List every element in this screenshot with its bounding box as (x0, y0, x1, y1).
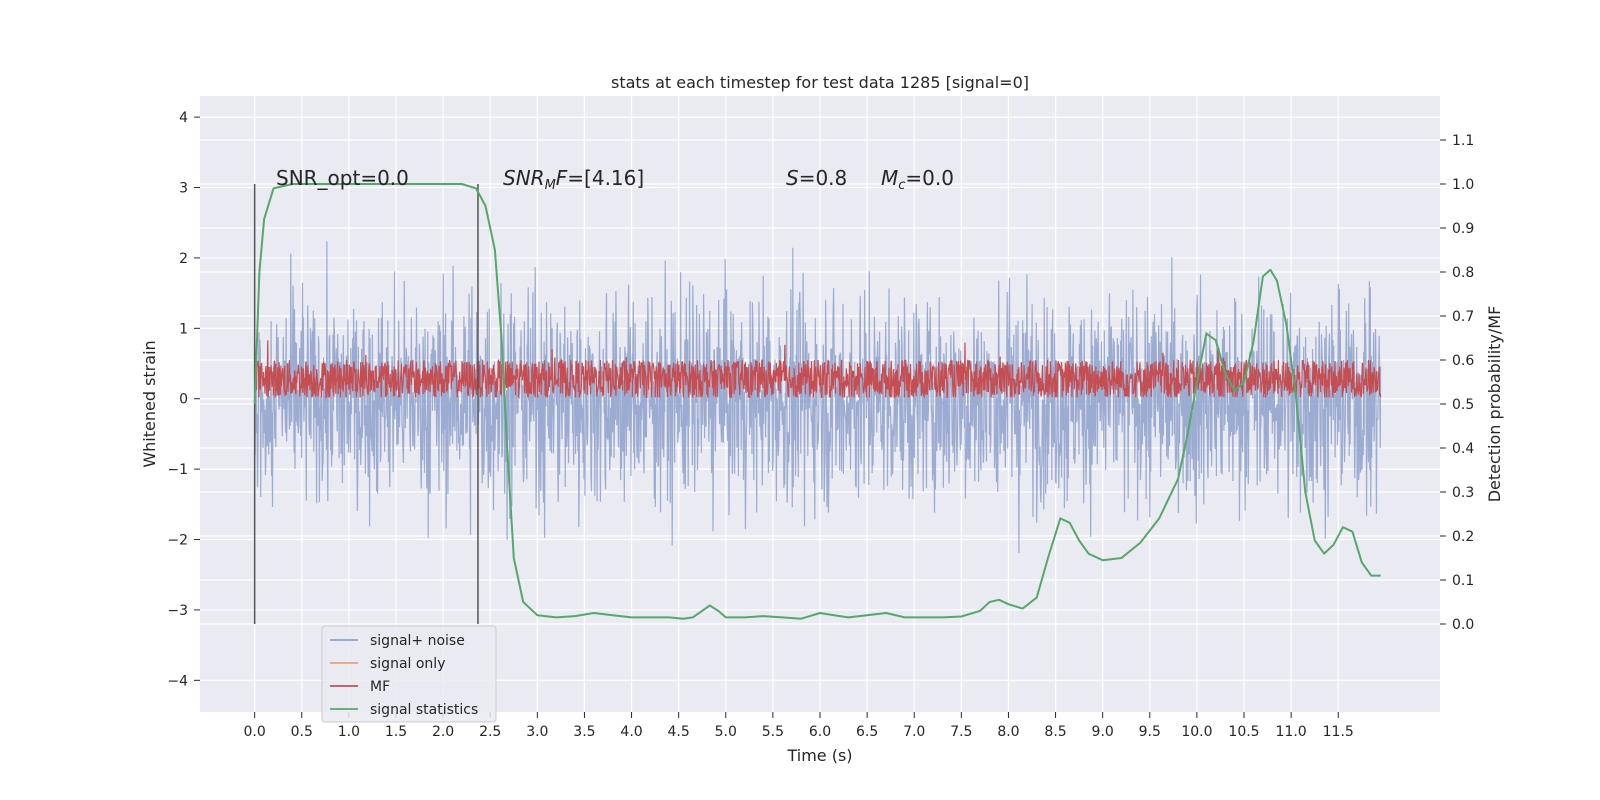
y2-tick-label: 0.9 (1452, 221, 1474, 237)
x-tick-label: 5.5 (762, 724, 784, 740)
annotation-mc: Mc=0.0 (881, 166, 954, 193)
y2-axis-ticks: 1.1 1.0 0.9 0.8 0.7 0.6 0.5 0.4 0.3 0.2 0.1 0.0 (1440, 133, 1474, 633)
x-tick-label: 5.0 (715, 724, 737, 740)
x-tick-label: 4.5 (668, 724, 690, 740)
annotation-snr-mf-sub: M (545, 178, 556, 193)
y-tick-label: −1 (167, 462, 188, 478)
y2-tick-label: 0.6 (1452, 353, 1474, 369)
x-tick-label: 10.0 (1181, 724, 1212, 740)
x-tick-label: 3.0 (526, 724, 548, 740)
y2-tick-label: 0.7 (1452, 309, 1474, 325)
y2-tick-label: 0.5 (1452, 397, 1474, 413)
legend-box (321, 625, 497, 723)
x-axis-ticks: 0.0 0.5 1.0 1.5 2.0 2.5 3.0 3.5 4.0 4.5 5.0 5.5 6.0 6… (244, 712, 1354, 740)
y-tick-label: 3 (179, 181, 188, 197)
x-tick-label: 1.5 (385, 724, 407, 740)
x-tick-label: 0.5 (291, 724, 313, 740)
y-axis-label: Whitened strain (140, 340, 159, 467)
y2-axis-label: Detection probability/MF (1485, 306, 1504, 503)
series-signal-statistics (253, 183, 1381, 620)
legend: signal+ noise signal only MF signal stat… (321, 625, 497, 723)
annotation-mc-value: =0.0 (905, 166, 954, 190)
legend-label-mf: MF (370, 679, 390, 695)
x-tick-label: 6.5 (856, 724, 878, 740)
window-markers (253, 184, 479, 624)
x-tick-label: 0.0 (244, 724, 266, 740)
series-signal-statistics-line (253, 183, 1381, 620)
y2-tick-label: 1.0 (1452, 177, 1474, 193)
x-tick-label: 2.5 (479, 724, 501, 740)
x-tick-label: 4.0 (620, 724, 642, 740)
x-tick-label: 8.5 (1044, 724, 1066, 740)
y2-tick-label: 0.4 (1452, 441, 1474, 457)
series-mf (254, 340, 1382, 400)
annotation-s-value: =0.8 (799, 166, 848, 190)
y-tick-label: −2 (167, 533, 188, 549)
annotation-snr-mf-suffix: F= (556, 166, 584, 190)
legend-label-signal-only: signal only (370, 656, 445, 672)
chart-title: stats at each timestep for test data 128… (611, 73, 1029, 92)
y-tick-label: 1 (179, 321, 188, 337)
legend-label-signal-plus-noise: signal+ noise (370, 633, 465, 649)
annotation-snr-mf-symbol: SNR (503, 166, 545, 190)
annotation-mc-sub: c (898, 178, 905, 193)
legend-label-signal-statistics: signal statistics (370, 702, 478, 718)
x-tick-label: 1.0 (338, 724, 360, 740)
y2-tick-label: 1.1 (1452, 133, 1474, 149)
x-tick-label: 7.0 (903, 724, 925, 740)
y-axis-ticks: 4 3 2 1 0 −1 −2 −3 −4 (167, 110, 200, 689)
y2-tick-label: 0.2 (1452, 529, 1474, 545)
y-tick-label: 0 (179, 392, 188, 408)
x-tick-label: 2.0 (432, 724, 454, 740)
x-tick-label: 3.5 (573, 724, 595, 740)
x-tick-label: 10.5 (1228, 724, 1259, 740)
x-tick-label: 9.5 (1139, 724, 1161, 740)
annotation-snr-opt: SNR_opt=0.0 (276, 166, 409, 190)
y-tick-label: 2 (179, 251, 188, 267)
y2-tick-label: 0.0 (1452, 617, 1474, 633)
annotation-s: S=0.8 (786, 166, 847, 190)
y2-tick-label: 0.3 (1452, 485, 1474, 501)
annotation-snr-mf: SNRMF=[4.16] (503, 166, 644, 193)
x-tick-label: 11.5 (1323, 724, 1354, 740)
x-tick-label: 6.0 (809, 724, 831, 740)
y2-tick-label: 0.1 (1452, 573, 1474, 589)
y2-tick-label: 0.8 (1452, 265, 1474, 281)
x-tick-label: 8.0 (997, 724, 1019, 740)
annotation-mc-symbol: M (881, 166, 898, 190)
annotation-snr-mf-value: [4.16] (584, 166, 644, 190)
x-tick-label: 9.0 (1092, 724, 1114, 740)
x-axis-label: Time (s) (786, 746, 852, 765)
x-tick-label: 7.5 (950, 724, 972, 740)
y-tick-label: −4 (167, 673, 188, 689)
x-tick-label: 11.0 (1276, 724, 1307, 740)
y-tick-label: 4 (179, 110, 188, 126)
series-mf-trace (254, 340, 1382, 400)
annotation-s-symbol: S (786, 166, 799, 190)
y-tick-label: −3 (167, 603, 188, 619)
